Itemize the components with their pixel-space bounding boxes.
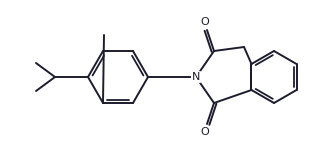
Text: N: N bbox=[192, 72, 200, 82]
Text: O: O bbox=[201, 127, 209, 137]
Text: O: O bbox=[201, 17, 209, 27]
